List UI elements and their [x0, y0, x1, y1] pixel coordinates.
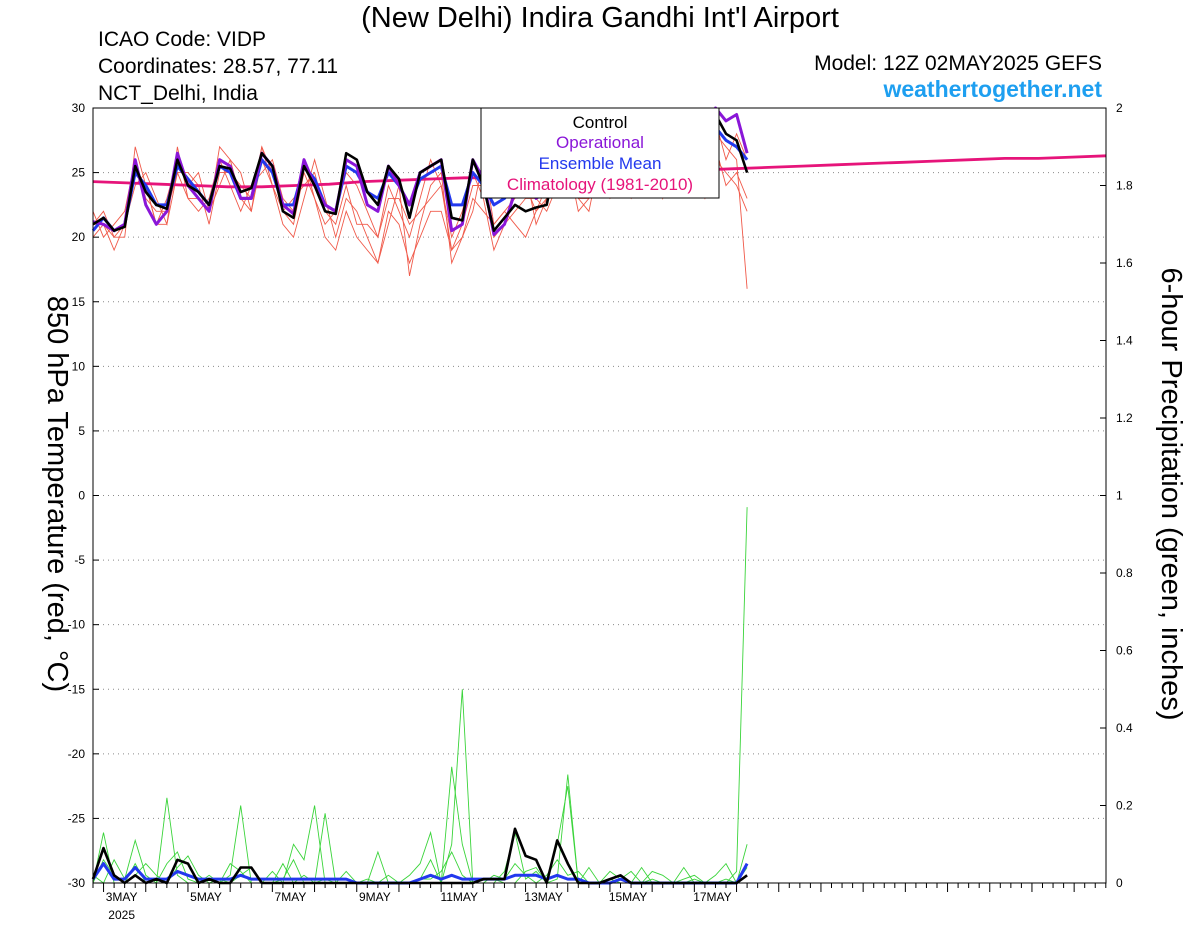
x-tick-label: 3MAY: [106, 890, 138, 904]
y2-tick-label: 0.6: [1116, 644, 1133, 658]
region-label: NCT_Delhi, India: [98, 82, 258, 105]
x-tick-label: 15MAY: [609, 890, 647, 904]
x-tick-label: 7MAY: [275, 890, 307, 904]
member-line-10: [92, 507, 748, 885]
y-tick-label: 20: [72, 230, 86, 244]
y-tick-label: -15: [68, 682, 86, 696]
y2-tick-label: 1.2: [1116, 411, 1133, 425]
x-tick-label: 9MAY: [359, 890, 391, 904]
x-axis-ticks: 3MAY 5MAY 7MAY 9MAY 11MAY 13MAY 15MAY 17MAY 2025: [92, 883, 1107, 922]
x-tick-label: 5MAY: [190, 890, 222, 904]
y-tick-label: 15: [72, 295, 86, 309]
y2-axis-ticks: 2 1.8 1.6 1.4 1.2 1 0.8 0.6 0.4 0.2 0: [1100, 101, 1133, 890]
x-tick-label: 11MAY: [440, 890, 478, 904]
icao-code: ICAO Code: VIDP: [98, 28, 267, 51]
y-tick-label: 10: [72, 359, 86, 373]
main-series: [91, 106, 1107, 885]
plot-frame: [92, 107, 1107, 884]
legend-operational: Operational: [556, 133, 644, 152]
grid-lines: [93, 172, 1106, 819]
y2-tick-label: 1.4: [1116, 334, 1133, 348]
x-tick-label: 13MAY: [524, 890, 562, 904]
y2-tick-label: 0.8: [1116, 566, 1133, 580]
coordinates: Coordinates: 28.57, 77.11: [98, 55, 339, 78]
y-axis-ticks: 30 25 20 15 10 5 0 -5 -10 -15 -20 -25 -30: [68, 101, 99, 890]
y-tick-label: -10: [68, 618, 86, 632]
site-brand: weathertogether.net: [883, 76, 1102, 102]
legend: Control Operational Ensemble Mean Climat…: [480, 107, 720, 199]
y2-tick-label: 0.4: [1116, 721, 1133, 735]
y-tick-label: -25: [68, 811, 86, 825]
y2-tick-label: 2: [1116, 101, 1123, 115]
y-tick-label: -20: [68, 747, 86, 761]
legend-box: [480, 107, 720, 199]
chart-title: (New Delhi) Indira Gandhi Int'l Airport: [361, 2, 839, 34]
ensemble-members: [92, 119, 748, 885]
legend-control: Control: [573, 113, 628, 132]
x-tick-label: 17MAY: [693, 890, 731, 904]
y2-tick-label: 1: [1116, 489, 1123, 503]
member-line-11: [92, 766, 748, 885]
model-run-label: Model: 12Z 02MAY2025 GEFS: [814, 52, 1102, 75]
y2-tick-label: 0.2: [1116, 799, 1133, 813]
y-axis-label: 850 hPa Temperature (red, °C): [41, 296, 73, 692]
y-tick-label: 0: [78, 489, 85, 503]
y-tick-label: -30: [68, 876, 86, 890]
y2-tick-label: 0: [1116, 876, 1123, 890]
y2-axis-label: 6-hour Precipitation (green, inches): [1155, 268, 1187, 721]
y-tick-label: 30: [72, 101, 86, 115]
legend-climatology: Climatology (1981-2010): [507, 175, 693, 194]
y-tick-label: 5: [78, 424, 85, 438]
legend-ensemble-mean: Ensemble Mean: [539, 154, 662, 173]
y-tick-label: 25: [72, 166, 86, 180]
x-tick-year: 2025: [108, 908, 135, 922]
y2-tick-label: 1.6: [1116, 256, 1133, 270]
y-tick-label: -5: [74, 553, 85, 567]
y2-tick-label: 1.8: [1116, 179, 1133, 193]
